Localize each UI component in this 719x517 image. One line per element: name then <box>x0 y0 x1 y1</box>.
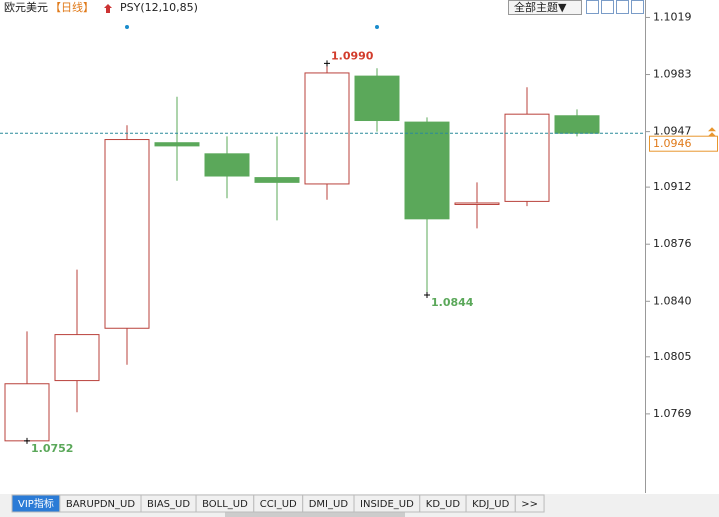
candle-body <box>204 153 250 177</box>
low-cross <box>424 291 430 298</box>
y-tick-label: 1.0983 <box>653 68 692 81</box>
y-tick-label: 1.0912 <box>653 180 692 193</box>
y-tick-label: 1.0805 <box>653 350 692 363</box>
scrollbar <box>225 512 405 517</box>
tab[interactable] <box>514 494 545 513</box>
tab-label[interactable]: VIP指标 <box>18 497 54 510</box>
candle-body <box>154 142 200 147</box>
candle-body <box>54 334 100 382</box>
symbol: 欧元美元 <box>4 1 48 14</box>
indicator-icon <box>104 4 112 13</box>
tab-label[interactable]: >> <box>521 499 538 510</box>
indicator: PSY(12,10,85) <box>120 1 198 14</box>
tab-label[interactable]: CCI_UD <box>260 499 297 510</box>
current-price-box <box>649 135 718 152</box>
candle-body <box>354 75 400 122</box>
current-price-arrow <box>708 127 716 137</box>
candle-body <box>554 115 600 134</box>
candle-body <box>304 72 350 185</box>
y-tick-label: 1.0876 <box>653 237 692 250</box>
y-tick-label: 1.0840 <box>653 294 692 307</box>
candle-body <box>404 121 450 220</box>
theme-button[interactable] <box>508 0 582 15</box>
tab-label[interactable]: INSIDE_UD <box>360 499 414 510</box>
candle-body <box>4 383 50 442</box>
candle-body <box>104 139 150 329</box>
tab-label[interactable]: BIAS_UD <box>147 499 190 510</box>
candle-body <box>254 177 300 183</box>
high-label: 1.0990 <box>331 49 374 62</box>
marker-dot <box>375 25 379 29</box>
y-tick-label: 1.0769 <box>653 407 692 420</box>
tab-label[interactable]: BARUPDN_UD <box>66 499 135 510</box>
marker-dot <box>125 25 129 29</box>
current-price-label: 1.0946 <box>653 137 692 150</box>
tab-label[interactable]: KDJ_UD <box>472 499 510 510</box>
candle-body <box>504 113 550 202</box>
candle-body <box>454 202 500 205</box>
toolbar <box>586 0 644 14</box>
tab-label[interactable]: BOLL_UD <box>202 499 248 510</box>
low-label: 1.0844 <box>431 296 474 309</box>
low-cross <box>24 437 30 444</box>
low-label: 1.0752 <box>31 442 73 455</box>
tab-label[interactable]: DMI_UD <box>309 499 349 510</box>
y-tick-label: 1.1019 <box>653 10 692 23</box>
high-cross <box>324 60 330 67</box>
y-tick-label: 1.0947 <box>653 125 692 138</box>
tab-label[interactable]: KD_UD <box>426 499 461 510</box>
theme-label[interactable]: 全部主题▼ <box>514 0 567 14</box>
period: 【日线】 <box>50 0 94 14</box>
